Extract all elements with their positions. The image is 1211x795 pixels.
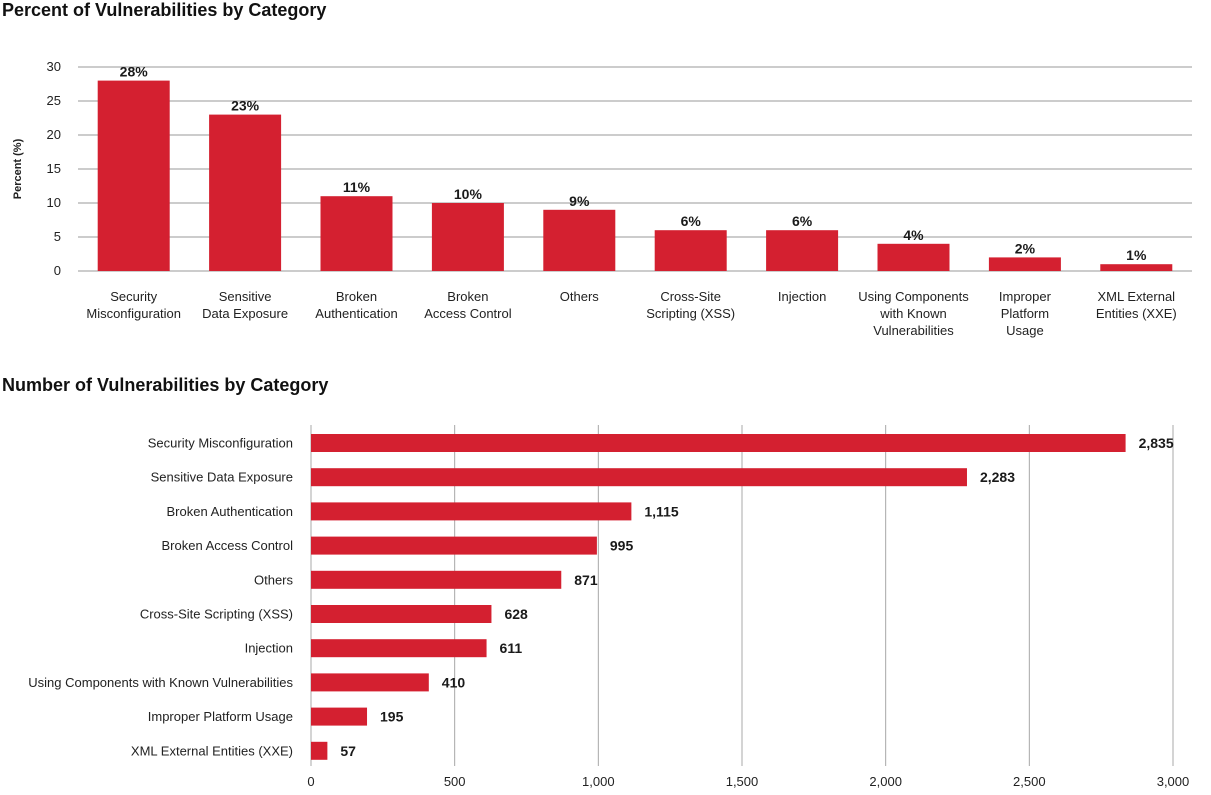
- hbar-value-label-6: 611: [500, 640, 523, 656]
- y-category-label-5: Cross-Site Scripting (XSS): [140, 607, 293, 622]
- bar-4: [543, 209, 616, 271]
- bar-value-label-4: 9%: [569, 193, 590, 209]
- bar-3: [431, 203, 504, 271]
- y-category-label-4: Others: [254, 572, 294, 587]
- x-tick-label-3: 1,500: [726, 774, 759, 789]
- y-tick-label-1: 5: [54, 229, 61, 244]
- x-category-label-8-1: Platform: [1001, 306, 1049, 321]
- count-bar-chart: 0 500 1,000 1,500 2,000 2,500 3,000 Security Mi…: [28, 425, 1189, 789]
- hbar-value-label-5: 628: [504, 606, 528, 622]
- x-category-label-7-1: with Known: [879, 306, 946, 321]
- hbar-value-label-4: 871: [574, 572, 598, 588]
- y-tick-label-6: 30: [47, 59, 61, 74]
- hbar-4: [311, 570, 562, 589]
- x-category-label-8-0: Improper: [999, 289, 1052, 304]
- chart-title-percent: Percent of Vulnerabilities by Category: [2, 0, 327, 20]
- hbar-0: [311, 434, 1126, 452]
- bar-value-label-9: 1%: [1126, 247, 1147, 263]
- y-tick-label-5: 25: [47, 93, 61, 108]
- hbar-value-label-3: 995: [610, 538, 634, 554]
- x-category-label-3-0: Broken: [447, 289, 488, 304]
- hbar-6: [311, 639, 487, 658]
- y-category-label-1: Sensitive Data Exposure: [151, 470, 293, 485]
- chart-title-number: Number of Vulnerabilities by Category: [2, 375, 329, 395]
- bar-6: [766, 230, 839, 271]
- y-category-label-3: Broken Access Control: [161, 538, 293, 553]
- bar-value-label-8: 2%: [1015, 240, 1036, 256]
- hbar-2: [311, 502, 632, 521]
- y-tick-label-4: 20: [47, 127, 61, 142]
- hbar-value-label-9: 57: [340, 743, 356, 759]
- hbar-value-label-7: 410: [442, 674, 466, 690]
- bar-value-label-5: 6%: [681, 213, 702, 229]
- x-category-label-1-1: Data Exposure: [202, 306, 288, 321]
- hbar-value-label-2: 1,115: [644, 503, 678, 519]
- x-category-label-1-0: Sensitive: [219, 289, 272, 304]
- y-category-label-9: XML External Entities (XXE): [131, 743, 293, 758]
- x-category-label-0-0: Security: [110, 289, 157, 304]
- hbar-8: [311, 707, 368, 726]
- y-category-label-0: Security Misconfiguration: [148, 436, 293, 451]
- y-tick-label-2: 10: [47, 195, 61, 210]
- percent-bar-chart: 0 5 10 15 20 25 30 Percent (%) 28% Security Miscon…: [12, 59, 1192, 338]
- x-tick-label-6: 3,000: [1157, 774, 1190, 789]
- x-category-label-5-0: Cross-Site: [660, 289, 721, 304]
- x-category-label-2-0: Broken: [336, 289, 377, 304]
- y-category-label-8: Improper Platform Usage: [148, 709, 293, 724]
- bar-8: [988, 257, 1061, 271]
- bar-value-label-3: 10%: [454, 186, 483, 202]
- bar-value-label-2: 11%: [343, 179, 371, 195]
- x-category-label-0-1: Misconfiguration: [86, 306, 181, 321]
- y-category-label-2: Broken Authentication: [167, 504, 293, 519]
- bar-value-label-0: 28%: [120, 64, 149, 80]
- bar-5: [654, 230, 727, 271]
- bar-value-label-7: 4%: [903, 227, 924, 243]
- x-tick-label-4: 2,000: [869, 774, 902, 789]
- y-category-label-6: Injection: [245, 641, 293, 656]
- x-category-label-8-2: Usage: [1006, 323, 1044, 338]
- bar-1: [209, 114, 282, 271]
- hbar-9: [311, 741, 328, 760]
- x-category-label-9-0: XML External: [1098, 289, 1176, 304]
- x-category-label-7-2: Vulnerabilities: [873, 323, 954, 338]
- hbar-value-label-0: 2,835: [1139, 435, 1174, 451]
- y-axis-label: Percent (%): [12, 138, 24, 199]
- bar-9: [1100, 264, 1173, 271]
- hbar-value-label-1: 2,283: [980, 469, 1015, 485]
- x-category-label-5-1: Scripting (XSS): [646, 306, 735, 321]
- bar-value-label-1: 23%: [231, 98, 260, 114]
- x-category-label-7-0: Using Components: [858, 289, 969, 304]
- x-tick-label-5: 2,500: [1013, 774, 1046, 789]
- bar-0: [97, 80, 170, 271]
- hbar-1: [311, 468, 967, 487]
- y-category-label-7: Using Components with Known Vulnerabilit…: [28, 675, 293, 690]
- x-tick-label-1: 500: [444, 774, 466, 789]
- x-category-label-9-1: Entities (XXE): [1096, 306, 1177, 321]
- y-tick-label-0: 0: [54, 263, 61, 278]
- x-tick-label-0: 0: [307, 774, 314, 789]
- x-category-label-6-0: Injection: [778, 289, 826, 304]
- hbar-5: [311, 605, 492, 623]
- x-category-label-4-0: Others: [560, 289, 600, 304]
- x-tick-label-2: 1,000: [582, 774, 615, 789]
- bar-value-label-6: 6%: [792, 213, 813, 229]
- y-tick-label-3: 15: [47, 161, 61, 176]
- bar-7: [877, 243, 950, 271]
- hbar-value-label-8: 195: [380, 709, 404, 725]
- hbar-3: [311, 536, 597, 555]
- bar-2: [320, 196, 393, 271]
- x-category-label-2-1: Authentication: [315, 306, 397, 321]
- x-category-label-3-1: Access Control: [424, 306, 512, 321]
- hbar-7: [311, 673, 429, 692]
